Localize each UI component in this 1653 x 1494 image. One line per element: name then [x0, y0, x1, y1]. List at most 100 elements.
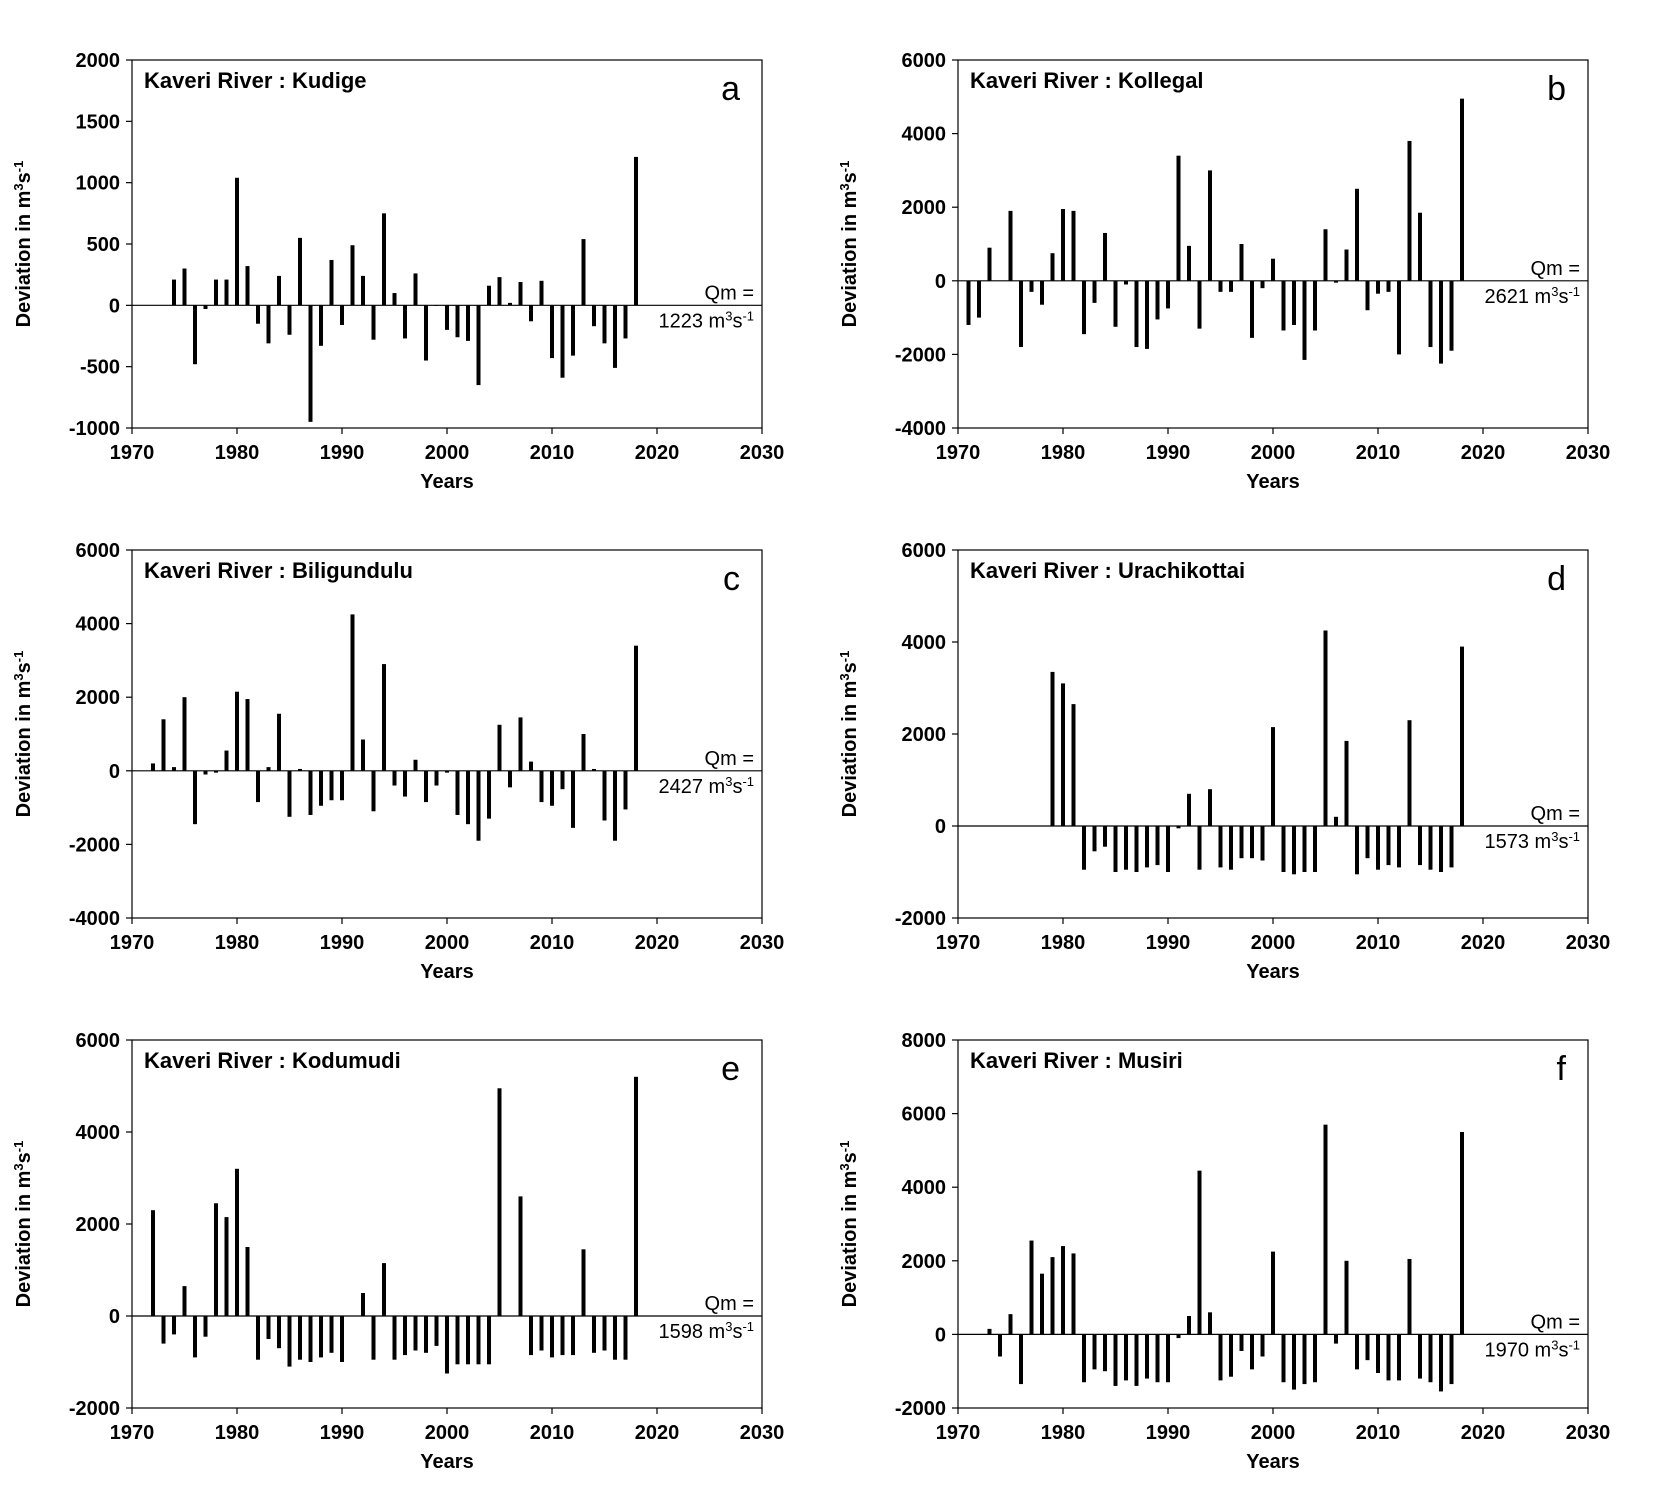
bar: [1250, 280, 1254, 338]
ytick-label: -2000: [69, 834, 120, 856]
bar: [1061, 1246, 1065, 1335]
bar: [361, 1293, 365, 1316]
bar: [1145, 280, 1149, 349]
bar: [455, 770, 460, 815]
bar: [161, 1316, 166, 1344]
bar: [497, 1088, 502, 1316]
bar: [1071, 210, 1076, 281]
bar: [998, 1334, 1002, 1357]
xtick-label: 2000: [1251, 442, 1296, 464]
bar: [602, 305, 607, 344]
bar: [623, 770, 628, 810]
bar: [1302, 280, 1307, 360]
ytick-label: 2000: [76, 687, 121, 709]
panel-letter: e: [721, 1050, 740, 1088]
bar: [1050, 1257, 1055, 1335]
bar: [1019, 280, 1023, 348]
bar: [1040, 280, 1044, 305]
ytick-label: 4000: [902, 1177, 947, 1199]
xtick-label: 2020: [1461, 932, 1506, 954]
bar: [308, 770, 313, 815]
bar: [277, 275, 281, 306]
bar: [1229, 280, 1233, 292]
bar: [1082, 280, 1086, 335]
bar: [623, 1316, 628, 1360]
bar: [1449, 1334, 1454, 1385]
bar: [1397, 280, 1401, 355]
bar: [1302, 1334, 1307, 1385]
bar: [518, 282, 523, 306]
bar: [319, 305, 323, 346]
bar: [256, 305, 260, 324]
bar: [1323, 1124, 1328, 1335]
bar: [1428, 826, 1433, 870]
bar: [329, 1316, 334, 1353]
bar: [987, 247, 992, 281]
bar: [1250, 826, 1254, 859]
bar: [592, 305, 596, 327]
bar: [1418, 212, 1422, 281]
bar: [319, 1316, 323, 1358]
bar: [634, 156, 638, 306]
ytick-label: 6000: [902, 1104, 947, 1126]
xtick-label: 1980: [1041, 932, 1086, 954]
bar: [1365, 1334, 1370, 1361]
bar: [476, 305, 481, 386]
bar: [1292, 280, 1296, 325]
bar: [560, 305, 565, 378]
bar: [298, 237, 302, 306]
qm-value: 1223 m3s-1: [658, 308, 754, 333]
bar: [1407, 720, 1412, 826]
bar: [602, 770, 607, 821]
bar: [987, 1328, 992, 1335]
bar: [172, 279, 176, 306]
xtick-label: 1990: [320, 442, 365, 464]
bar: [1260, 1334, 1265, 1357]
bar: [550, 770, 554, 806]
ytick-label: 0: [935, 816, 946, 838]
chart-panel-b: -4000 -2000 0 2000 4000 6000 1970 1980 1990 2000 2…: [826, 15, 1646, 505]
ytick-label: 1000: [76, 173, 121, 195]
bar: [203, 305, 208, 310]
chart-svg-e: -2000 0 2000 4000 6000 1970 1980 1990 2000 2010 20…: [11, 1030, 785, 1473]
bar: [434, 1316, 439, 1346]
chart-title: Kaveri River : Biligundulu: [144, 558, 413, 583]
bar: [1082, 1334, 1086, 1383]
bar: [1208, 170, 1212, 281]
bar: [1040, 1273, 1044, 1335]
bar: [172, 1316, 176, 1335]
ytick-label: 0: [935, 271, 946, 293]
bar: [1082, 826, 1086, 870]
bar: [508, 770, 512, 788]
bar: [1428, 1334, 1433, 1383]
xtick-label: 1970: [110, 442, 155, 464]
bar: [476, 1316, 481, 1365]
bar: [466, 770, 470, 825]
bar: [1092, 826, 1097, 852]
bar: [550, 305, 554, 359]
y-axis-label: Deviation in m3s-1: [837, 161, 862, 328]
ytick-label: 0: [109, 761, 120, 783]
xtick-label: 1990: [1146, 1422, 1191, 1444]
bar: [1008, 210, 1013, 281]
bar: [1334, 816, 1338, 826]
bar: [329, 259, 334, 306]
bar: [1439, 280, 1443, 364]
bar: [1019, 1334, 1023, 1385]
bar: [1176, 826, 1181, 829]
qm-label: Qm =: [1531, 1311, 1580, 1333]
bar: [266, 305, 271, 344]
bar: [1292, 826, 1296, 875]
bar: [1208, 789, 1212, 826]
bar: [1407, 1258, 1412, 1335]
bar: [392, 1316, 397, 1360]
bar: [1187, 1316, 1191, 1335]
y-axis-label: Deviation in m3s-1: [11, 1141, 36, 1308]
bar: [1365, 826, 1370, 859]
chart-title: Kaveri River : Kudige: [144, 68, 367, 93]
bar: [539, 280, 544, 306]
bar: [340, 770, 344, 801]
bar: [581, 734, 586, 771]
bar: [1124, 280, 1128, 285]
bar: [1260, 826, 1265, 861]
